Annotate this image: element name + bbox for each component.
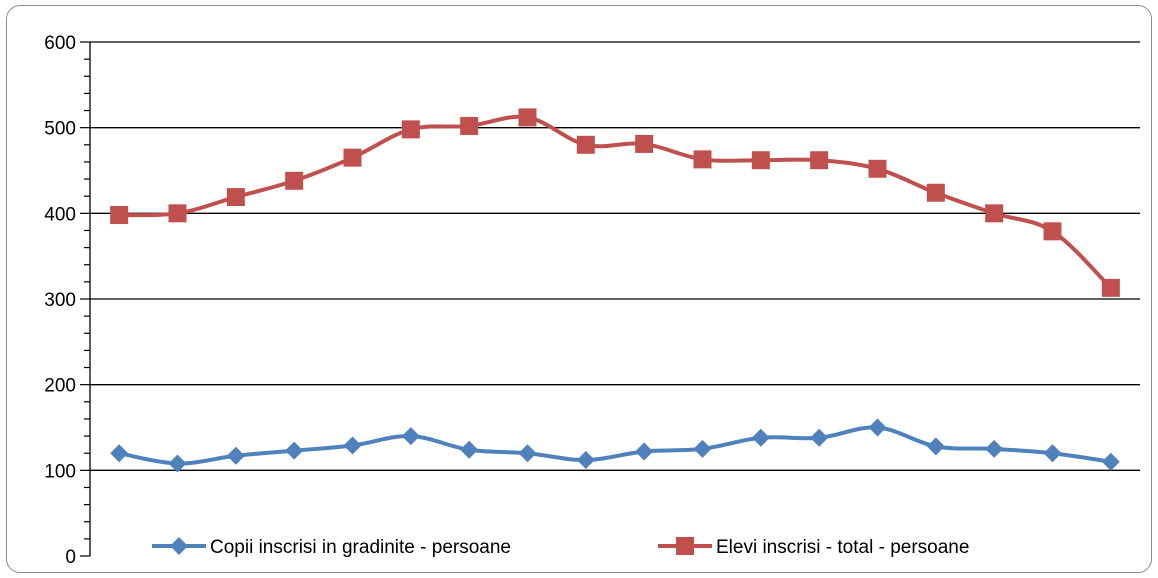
series-2	[110, 108, 1120, 297]
chart-frame	[6, 5, 1152, 573]
data-point	[168, 204, 187, 223]
data-point	[401, 120, 420, 139]
data-point	[285, 441, 304, 460]
data-point	[401, 427, 420, 446]
y-tick-label: 200	[44, 376, 76, 397]
data-point	[343, 148, 362, 167]
data-point	[926, 183, 945, 202]
data-point	[810, 428, 829, 447]
data-point	[1043, 444, 1062, 463]
data-point	[985, 204, 1004, 223]
data-point	[810, 151, 829, 170]
data-point	[1043, 222, 1062, 241]
data-point	[110, 206, 129, 225]
series-line	[117, 114, 1113, 290]
data-point	[576, 135, 595, 154]
legend-label: Copii inscrisi in gradinite - persoane	[210, 537, 511, 558]
data-point	[168, 454, 187, 473]
data-point	[576, 451, 595, 470]
y-tick-label: 600	[44, 33, 76, 54]
y-tick-label: 400	[44, 204, 76, 225]
legend-item: Copii inscrisi in gradinite - persoane	[152, 537, 511, 558]
legend-marker	[170, 537, 188, 555]
data-point	[110, 444, 129, 463]
data-point	[868, 418, 887, 437]
data-point	[693, 150, 712, 169]
y-tick-label: 300	[44, 290, 76, 311]
data-point	[460, 116, 479, 135]
gridlines	[90, 41, 1140, 471]
data-point	[751, 428, 770, 447]
legend-marker	[676, 537, 694, 555]
data-point	[226, 446, 245, 465]
data-point	[693, 439, 712, 458]
data-point	[635, 134, 654, 153]
data-point	[518, 108, 537, 127]
series-1	[110, 418, 1120, 473]
data-point	[518, 444, 537, 463]
data-point	[343, 436, 362, 455]
data-point	[1101, 278, 1120, 297]
data-point	[635, 442, 654, 461]
data-point	[751, 151, 770, 170]
series-line	[117, 425, 1113, 466]
data-point	[226, 188, 245, 207]
data-point	[926, 437, 945, 456]
y-tick-labels: 0 100 200 300 400 500 600	[44, 33, 76, 568]
data-point	[985, 439, 1004, 458]
y-tick-label: 0	[65, 547, 76, 568]
y-tick-label: 100	[44, 461, 76, 482]
data-point	[1101, 452, 1120, 471]
series-layer	[110, 108, 1120, 473]
legend-item: Elevi inscrisi - total - persoane	[658, 537, 969, 558]
data-point	[868, 159, 887, 178]
legend: Copii inscrisi in gradinite - persoane El…	[152, 537, 969, 558]
y-axis	[80, 41, 91, 557]
data-point	[285, 171, 304, 190]
y-tick-label: 500	[44, 119, 76, 140]
data-point	[460, 440, 479, 459]
legend-label: Elevi inscrisi - total - persoane	[716, 537, 969, 558]
